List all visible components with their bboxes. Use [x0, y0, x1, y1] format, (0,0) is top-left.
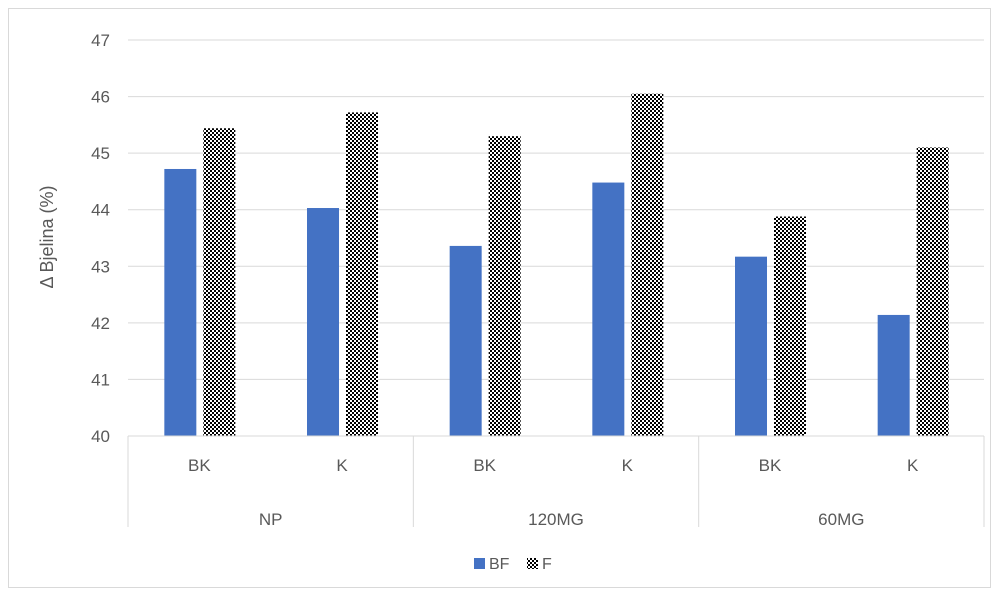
bar-bf-1 [307, 208, 339, 436]
x-category-label: BK [759, 456, 782, 475]
bar-bf-5 [877, 314, 910, 436]
bar-f-1 [346, 112, 378, 436]
x-category-label: K [336, 456, 348, 475]
legend-swatch-f [527, 558, 538, 569]
y-tick-label: 45 [91, 144, 110, 163]
legend-label-f: F [542, 556, 552, 573]
y-tick-label: 46 [91, 88, 110, 107]
x-category-label: K [622, 456, 634, 475]
bar-bf-3 [592, 182, 625, 436]
x-group-label: 60MG [818, 510, 864, 529]
x-category-label: K [907, 456, 919, 475]
bar-f-2 [488, 136, 521, 436]
y-tick-label: 43 [91, 257, 110, 276]
legend-label-bf: BF [489, 556, 510, 573]
x-category-label: BK [473, 456, 496, 475]
bar-f-0 [203, 128, 236, 436]
x-axis: BK K BK K BK K NP 120MG 60MG [127, 435, 985, 529]
x-category-label: BK [188, 456, 211, 475]
bar-bf-2 [449, 245, 482, 436]
y-tick-label: 47 [91, 31, 110, 50]
bar-bf-4 [735, 256, 767, 436]
y-tick-label: 40 [91, 427, 110, 446]
y-axis-title: Δ Bjelina (%) [37, 185, 57, 288]
y-tick-label: 41 [91, 370, 110, 389]
legend-swatch-bf [474, 558, 485, 569]
bar-bf-0 [164, 168, 197, 437]
x-group-label: NP [259, 510, 283, 529]
bars [164, 93, 949, 437]
gridlines [128, 39, 984, 437]
bar-f-4 [774, 216, 806, 436]
y-tick-label: 42 [91, 314, 110, 333]
y-axis-ticks: 40 41 42 43 44 45 46 47 [91, 31, 110, 446]
x-group-label: 120MG [528, 510, 584, 529]
bar-f-5 [916, 147, 949, 436]
y-tick-label: 44 [91, 201, 110, 220]
legend: BF F [474, 556, 552, 573]
bar-f-3 [631, 93, 664, 436]
